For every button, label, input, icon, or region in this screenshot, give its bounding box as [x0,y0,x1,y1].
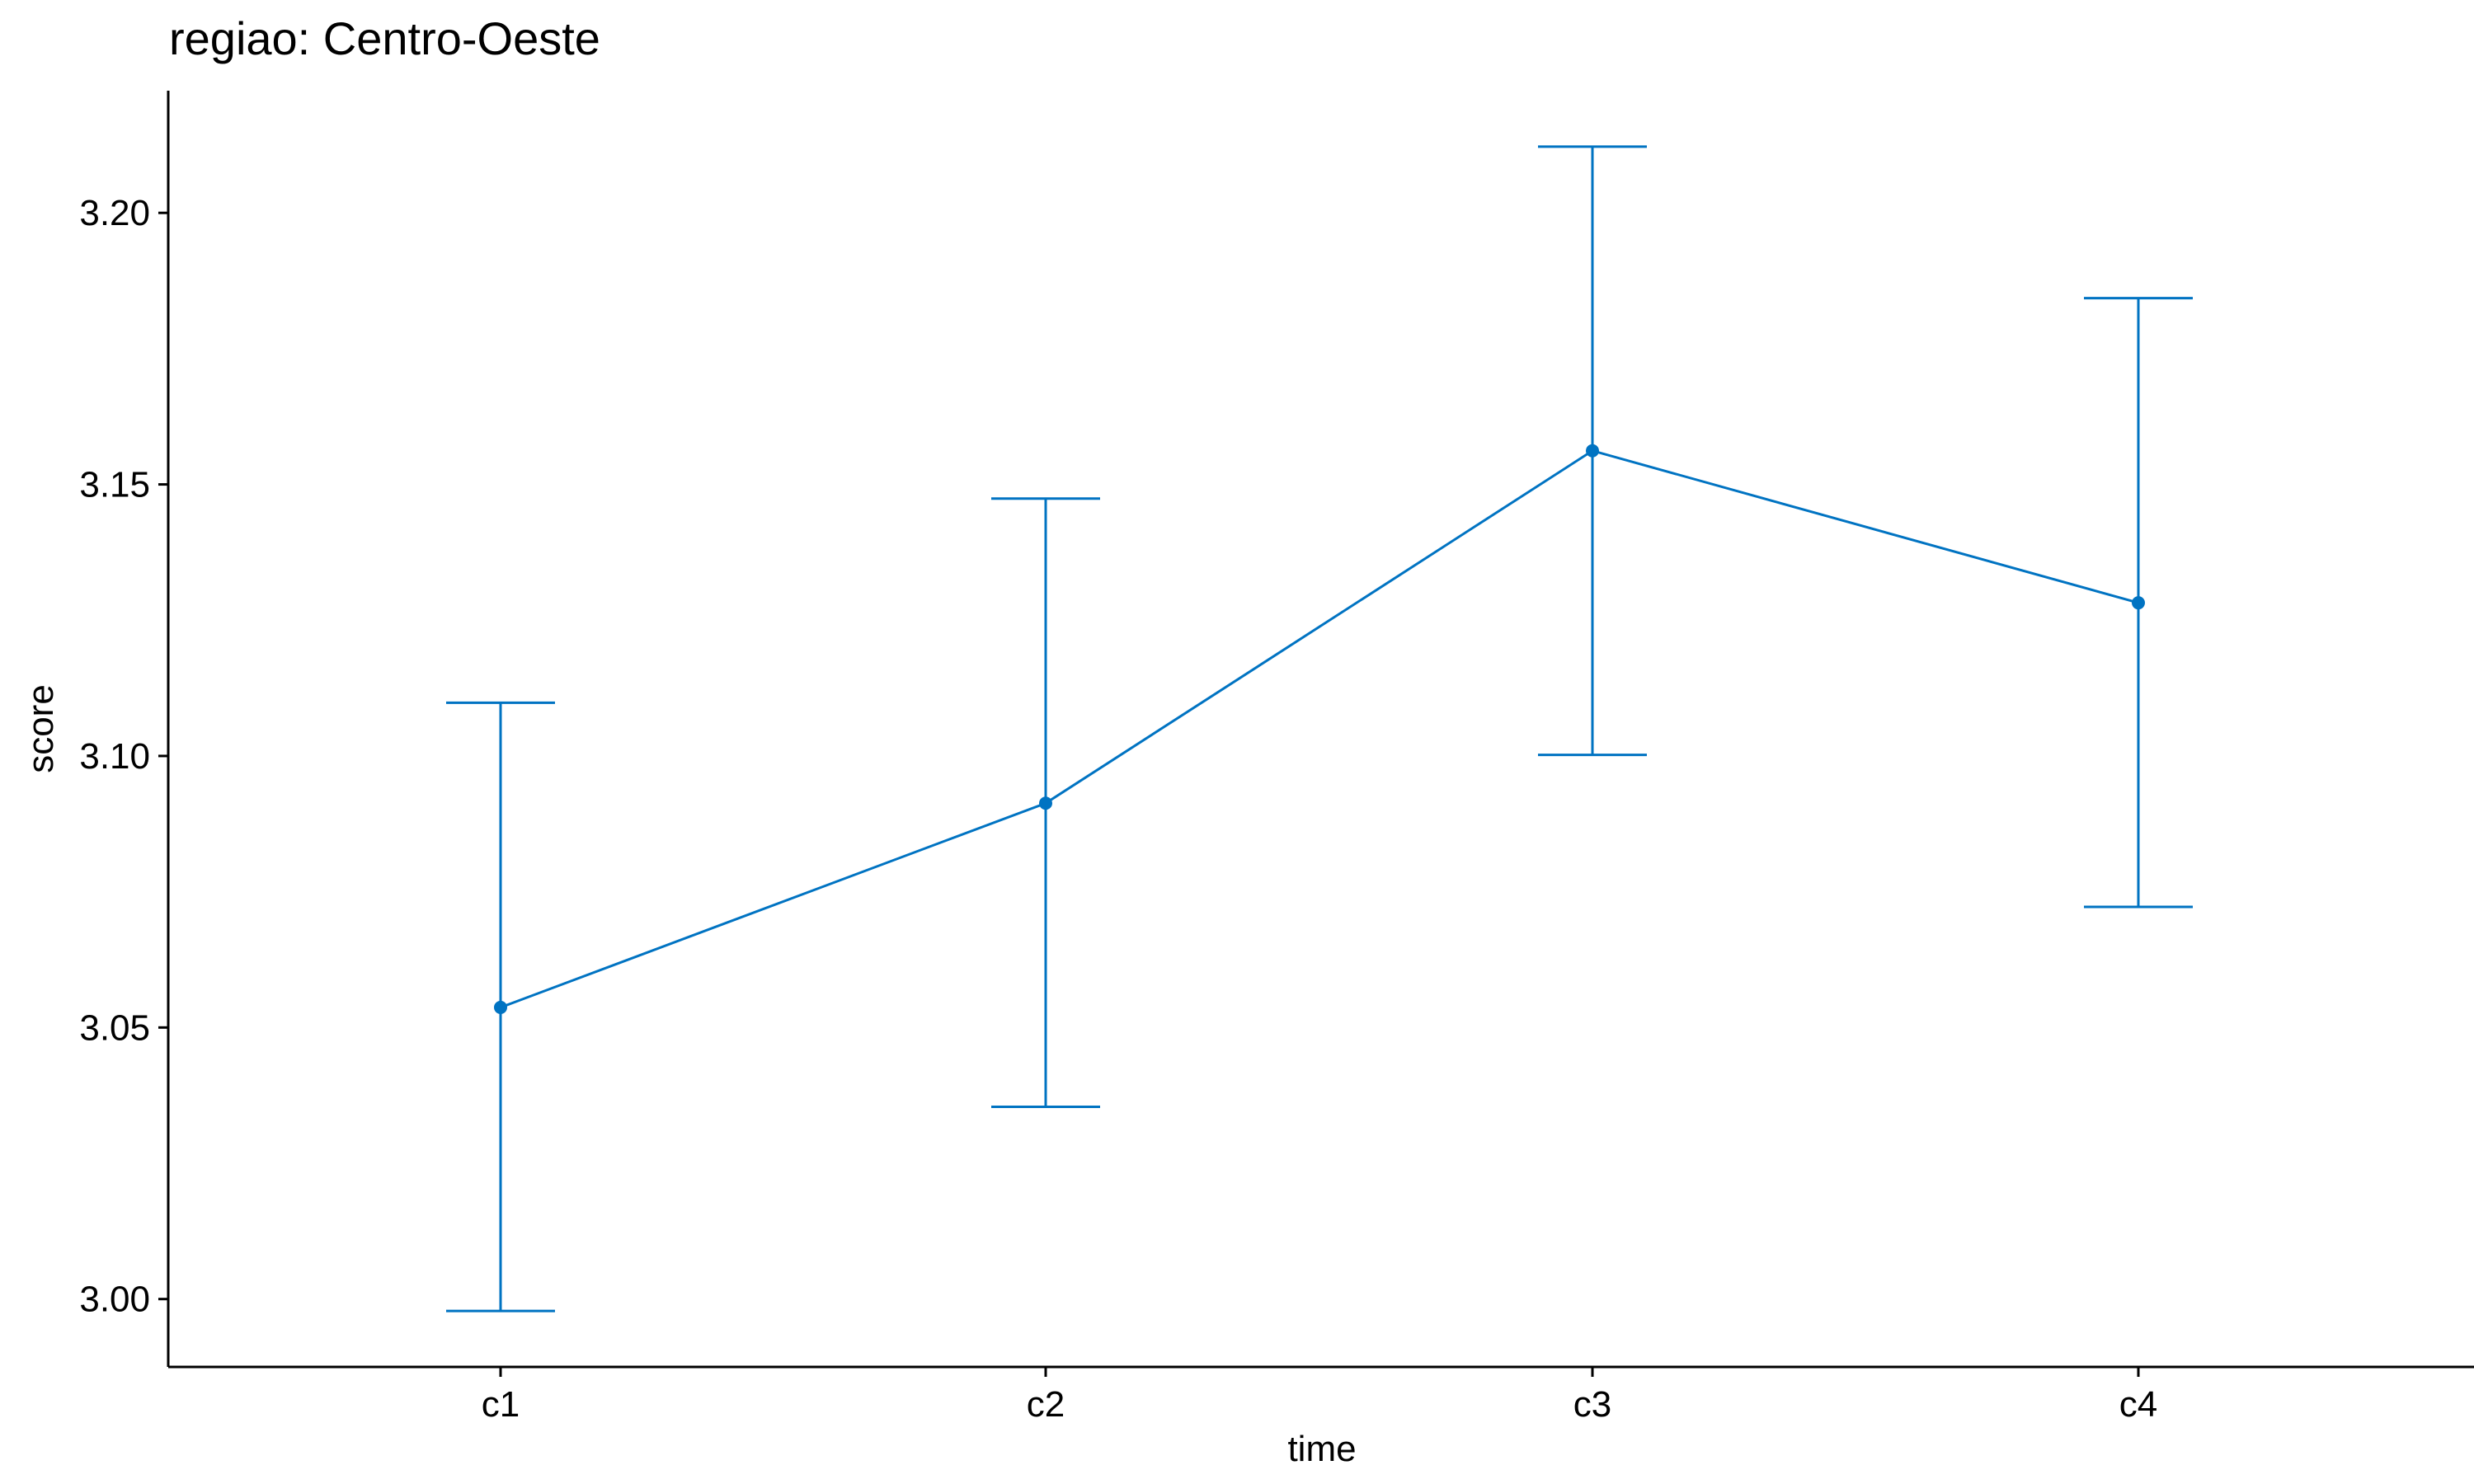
plot-area [446,145,2193,1313]
y-tick-label: 3.05 [79,1007,150,1048]
y-tick-label: 3.15 [79,465,150,505]
data-point [494,1000,507,1014]
x-tick-label: c4 [2119,1384,2157,1425]
x-axis-label: time [1287,1429,1356,1469]
x-axis-ticks: c1 c2 c3 c4 [482,1367,2157,1425]
data-point [2132,596,2145,610]
x-tick-label: c2 [1027,1384,1065,1425]
y-tick-label: 3.10 [79,736,150,777]
series-layer [446,145,2193,1313]
series-line [500,449,2139,1009]
y-axis-label: score [21,684,61,773]
y-tick-label: 3.20 [79,193,150,233]
y-axis-ticks: 3.00 3.05 3.10 3.15 3.20 [79,193,168,1320]
data-point [1039,796,1052,810]
x-tick-label: c1 [482,1384,520,1425]
chart-title: regiao: Centro-Oeste [169,12,600,64]
x-tick-label: c3 [1573,1384,1611,1425]
data-point [1586,444,1599,458]
y-tick-label: 3.00 [79,1280,150,1320]
